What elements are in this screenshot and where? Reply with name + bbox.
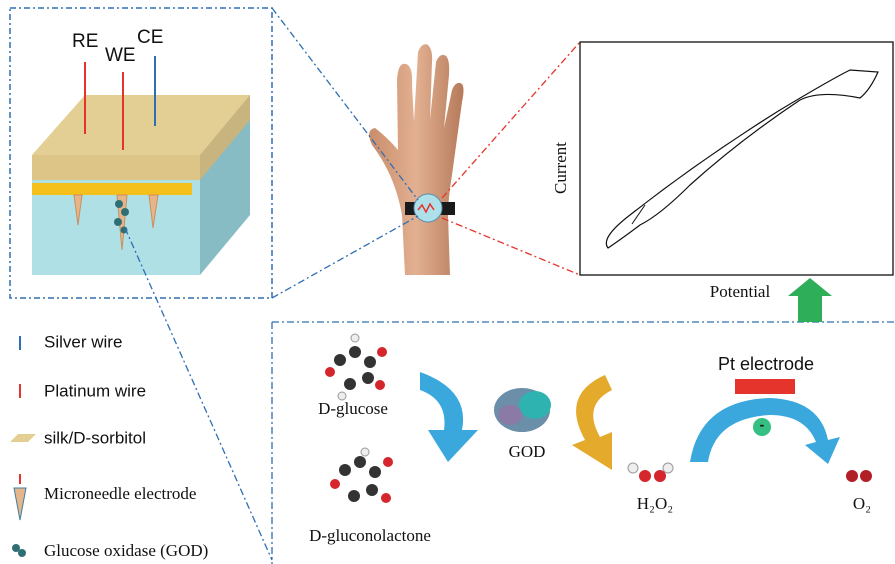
legend-label: Platinum wire	[44, 381, 146, 400]
axis-label: Current	[551, 142, 570, 194]
arrow	[420, 372, 478, 462]
legend-label: Glucose oxidase (GOD)	[44, 541, 208, 560]
enzyme-label: GOD	[509, 442, 546, 461]
product-label: D-gluconolactone	[309, 526, 431, 545]
peroxide-label: H₂O₂	[637, 494, 673, 513]
electron-label: -	[760, 417, 765, 433]
legend-icon	[10, 434, 36, 442]
electron	[753, 418, 771, 436]
electrode-label: RE	[72, 31, 98, 52]
electrode-label: CE	[137, 27, 163, 48]
connector-lines	[124, 7, 895, 564]
cv-plot	[579, 41, 894, 276]
h2o2-molecule	[627, 462, 674, 482]
arrow	[572, 375, 612, 470]
electrode-label: Pt electrode	[718, 354, 814, 374]
hand	[369, 44, 464, 275]
arrow	[690, 398, 840, 464]
legend-icon	[12, 544, 26, 557]
legend-label: Microneedle electrode	[44, 484, 196, 503]
legend-label: Silver wire	[44, 332, 122, 351]
panel-frame	[9, 7, 273, 299]
o2-molecule	[846, 470, 872, 482]
legend-label: silk/D-sorbitol	[44, 428, 146, 447]
oxygen-label: O₂	[853, 494, 871, 513]
electrode-block	[32, 56, 250, 275]
pt-electrode	[735, 379, 795, 394]
arrow-up	[788, 278, 832, 322]
axis-label: Potential	[710, 282, 771, 301]
gluconolactone-molecule	[330, 447, 393, 503]
legend-icon	[13, 474, 27, 521]
enzyme	[494, 388, 551, 432]
glucose-molecule	[325, 333, 387, 401]
substrate-label: D-glucose	[318, 399, 388, 418]
electrode-label: WE	[105, 45, 136, 66]
